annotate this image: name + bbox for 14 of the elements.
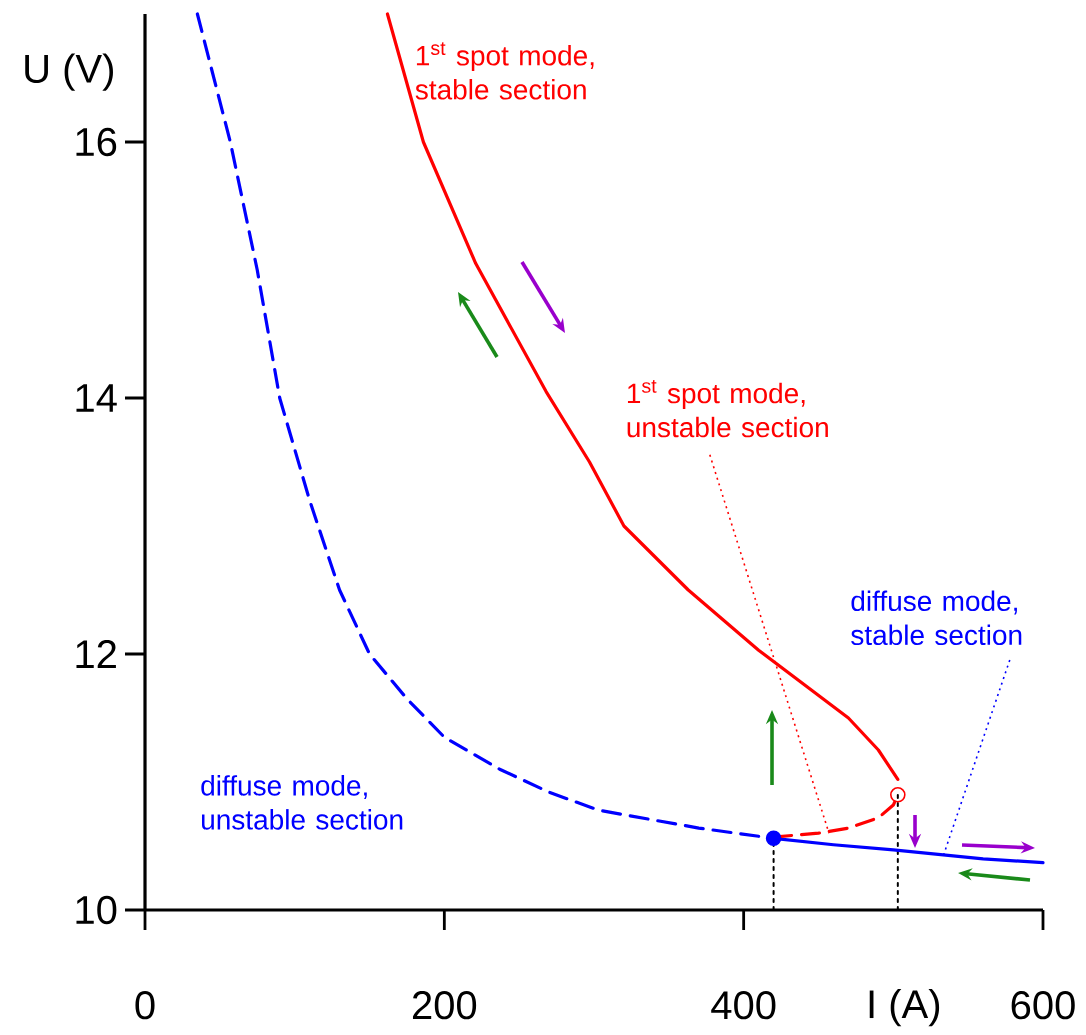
x-tick-label: 400 <box>711 991 776 1020</box>
annotation: 1$^{st}$ spot mode, stable section <box>415 42 594 100</box>
x-tick-label: 200 <box>412 991 477 1020</box>
x-tick-label: 0 <box>135 991 155 1020</box>
y-tick-label: 16 <box>76 127 117 157</box>
y-tick-label: 12 <box>76 640 116 668</box>
y-axis-title: U (V) <box>25 53 113 91</box>
y-tick-label: 14 <box>76 384 117 412</box>
x-axis-title: I (A) <box>869 989 940 1027</box>
annotation: diffuse mode, stable section <box>851 590 1022 646</box>
annotation: diffuse mode, unstable section <box>201 775 403 830</box>
x-tick-label: 600 <box>1011 991 1075 1020</box>
annotation: 1$^{st}$ spot mode, unstable section <box>627 379 828 438</box>
y-tick-label: 10 <box>76 895 117 925</box>
